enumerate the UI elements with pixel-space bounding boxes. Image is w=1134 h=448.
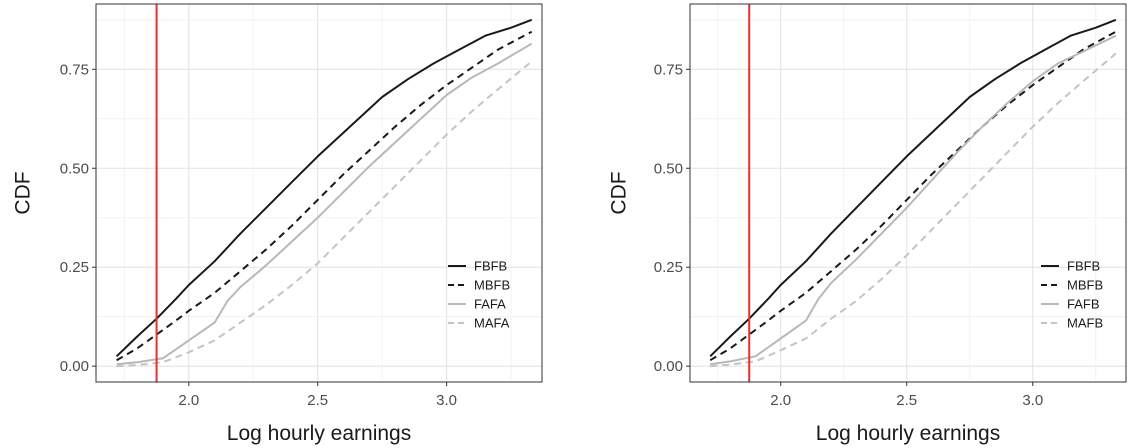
series-line-FAFA	[116, 42, 533, 366]
x-tick-label: 2.5	[896, 392, 917, 409]
x-axis-label: Log hourly earnings	[227, 422, 411, 445]
y-tick-label: 0.00	[60, 358, 89, 375]
legend-label: FBFB	[1067, 259, 1100, 274]
legend-label: MBFB	[1067, 278, 1103, 293]
series-line-FAFB	[710, 34, 1117, 366]
series-line-FBFB	[709, 18, 1117, 358]
x-tick-label: 2.0	[770, 392, 791, 409]
legend-label: MBFB	[474, 278, 510, 293]
panel-border	[95, 3, 543, 383]
legend-label: MAFA	[474, 316, 510, 331]
chart-panel-1: 2.0 2.5 3.0 0.00 0.25 0.50 0.75 FBFB MBFB FAFA MAF…	[12, 3, 543, 445]
panel-border	[689, 3, 1127, 383]
x-tick-label: 3.0	[436, 392, 457, 409]
legend-label: FAFA	[474, 297, 506, 312]
series-line-MAFA	[116, 60, 533, 368]
y-tick-label: 0.50	[654, 160, 683, 177]
y-axis-label: CDF	[12, 171, 35, 214]
legend: FBFB MBFB FAFA MAFA	[448, 259, 510, 331]
legend-label: MAFB	[1067, 316, 1103, 331]
y-tick-label: 0.25	[60, 259, 89, 276]
x-tick-label: 3.0	[1022, 392, 1043, 409]
y-tick-label: 0.25	[654, 259, 683, 276]
series-line-MBFB	[116, 30, 533, 362]
legend-label: FAFB	[1067, 297, 1100, 312]
y-tick-label: 0.00	[654, 358, 683, 375]
series-line-FBFB	[115, 18, 533, 358]
y-tick-label: 0.50	[60, 160, 89, 177]
y-tick-label: 0.75	[60, 61, 89, 78]
plot-area	[96, 4, 542, 382]
x-axis-label: Log hourly earnings	[816, 422, 1000, 445]
chart-panel-2: 2.0 2.5 3.0 0.00 0.25 0.50 0.75 FBFB MBFB FAFB MAF…	[608, 3, 1127, 445]
legend: FBFB MBFB FAFB MAFB	[1041, 259, 1103, 331]
x-tick-label: 2.0	[178, 392, 199, 409]
series-line-MAFB	[710, 52, 1117, 368]
series-line-MBFB	[709, 30, 1117, 362]
y-axis-label: CDF	[608, 171, 631, 214]
y-tick-label: 0.75	[654, 61, 683, 78]
x-tick-label: 2.5	[307, 392, 328, 409]
plot-area	[690, 4, 1126, 382]
legend-label: FBFB	[474, 259, 507, 274]
